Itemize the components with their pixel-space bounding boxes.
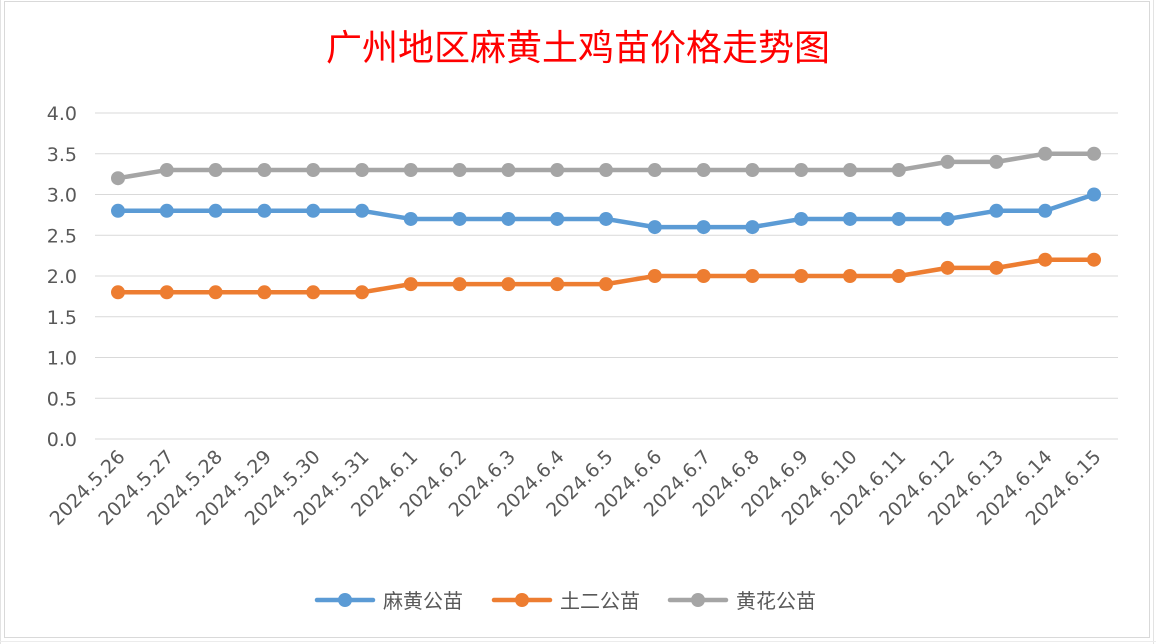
series-3	[111, 146, 1101, 186]
data-point[interactable]	[403, 277, 418, 292]
data-point[interactable]	[550, 211, 565, 226]
data-point[interactable]	[1087, 146, 1101, 161]
chart-title: 广州地区麻黄土鸡苗价格走势图	[326, 28, 830, 69]
data-point[interactable]	[891, 211, 906, 226]
data-point[interactable]	[1038, 146, 1053, 161]
data-point[interactable]	[1038, 252, 1053, 267]
y-tick-label: 2.0	[47, 266, 77, 288]
data-point[interactable]	[696, 220, 711, 235]
data-point[interactable]	[940, 211, 955, 226]
data-point[interactable]	[159, 163, 174, 178]
gridlines	[95, 112, 1118, 440]
sheet-gridline	[0, 0, 1, 644]
data-point[interactable]	[257, 203, 272, 218]
series-group	[111, 146, 1101, 300]
data-point[interactable]	[647, 269, 662, 283]
data-point[interactable]	[696, 269, 711, 283]
y-axis-ticks: 0.0 0.5 1.0 1.5 2.0 2.5 3.0 3.5 4.0	[47, 103, 77, 451]
data-point[interactable]	[745, 220, 760, 235]
y-tick-label: 1.5	[47, 307, 77, 329]
data-point[interactable]	[989, 203, 1004, 218]
data-point[interactable]	[794, 163, 809, 178]
data-point[interactable]	[989, 260, 1004, 275]
data-point[interactable]	[989, 154, 1004, 169]
series-1	[111, 187, 1101, 235]
data-point[interactable]	[794, 269, 809, 283]
y-tick-label: 0.0	[47, 429, 77, 451]
data-point[interactable]	[355, 203, 369, 218]
legend-item[interactable]: 土二公苗	[491, 589, 640, 613]
data-point[interactable]	[208, 285, 223, 300]
data-point[interactable]	[306, 163, 321, 178]
y-tick-label: 3.0	[47, 185, 77, 207]
y-tick-label: 4.0	[47, 103, 77, 125]
data-point[interactable]	[1038, 203, 1053, 218]
data-point[interactable]	[1087, 252, 1101, 267]
legend-label: 土二公苗	[560, 589, 640, 613]
y-tick-label: 3.5	[47, 144, 77, 166]
data-point[interactable]	[159, 203, 174, 218]
legend-marker	[691, 593, 705, 607]
data-point[interactable]	[647, 163, 662, 178]
data-point[interactable]	[257, 163, 272, 178]
data-point[interactable]	[550, 163, 565, 178]
data-point[interactable]	[208, 163, 223, 178]
data-point[interactable]	[501, 163, 516, 178]
y-tick-label: 2.5	[47, 225, 77, 247]
data-point[interactable]	[891, 163, 906, 178]
data-point[interactable]	[843, 163, 857, 178]
data-point[interactable]	[355, 285, 369, 300]
data-point[interactable]	[111, 203, 125, 218]
legend-label: 黄花公苗	[736, 589, 816, 613]
data-point[interactable]	[452, 211, 467, 226]
data-point[interactable]	[501, 211, 516, 226]
legend[interactable]: 麻黄公苗 土二公苗 黄花公苗	[314, 589, 816, 613]
data-point[interactable]	[1087, 187, 1101, 202]
data-point[interactable]	[843, 269, 857, 283]
series-2	[111, 252, 1101, 300]
y-tick-label: 1.0	[47, 348, 77, 370]
data-point[interactable]	[403, 211, 418, 226]
data-point[interactable]	[452, 163, 467, 178]
data-point[interactable]	[257, 285, 272, 300]
data-point[interactable]	[745, 269, 760, 283]
legend-marker	[515, 593, 529, 607]
legend-marker	[338, 593, 352, 607]
sheet-gridline	[1153, 0, 1154, 644]
legend-label: 麻黄公苗	[383, 589, 463, 613]
data-point[interactable]	[940, 154, 955, 169]
y-tick-label: 0.5	[47, 388, 77, 410]
data-point[interactable]	[355, 163, 369, 178]
data-point[interactable]	[599, 211, 613, 226]
legend-item[interactable]: 麻黄公苗	[314, 589, 463, 613]
data-point[interactable]	[403, 163, 418, 178]
data-point[interactable]	[306, 203, 321, 218]
data-point[interactable]	[111, 171, 125, 186]
sheet-gridline	[0, 641, 1156, 642]
data-point[interactable]	[550, 277, 565, 292]
data-point[interactable]	[306, 285, 321, 300]
data-point[interactable]	[891, 269, 906, 283]
data-point[interactable]	[843, 211, 857, 226]
data-point[interactable]	[501, 277, 516, 292]
data-point[interactable]	[599, 277, 613, 292]
data-point[interactable]	[208, 203, 223, 218]
chart-area[interactable]	[4, 1, 1150, 638]
data-point[interactable]	[452, 277, 467, 292]
data-point[interactable]	[745, 163, 760, 178]
x-axis-ticks: 2024.5.262024.5.272024.5.282024.5.292024…	[46, 446, 1106, 530]
data-point[interactable]	[159, 285, 174, 300]
data-point[interactable]	[599, 163, 613, 178]
legend-item[interactable]: 黄花公苗	[667, 589, 816, 613]
data-point[interactable]	[111, 285, 125, 300]
data-point[interactable]	[794, 211, 809, 226]
data-point[interactable]	[647, 220, 662, 235]
data-point[interactable]	[696, 163, 711, 178]
data-point[interactable]	[940, 260, 955, 275]
